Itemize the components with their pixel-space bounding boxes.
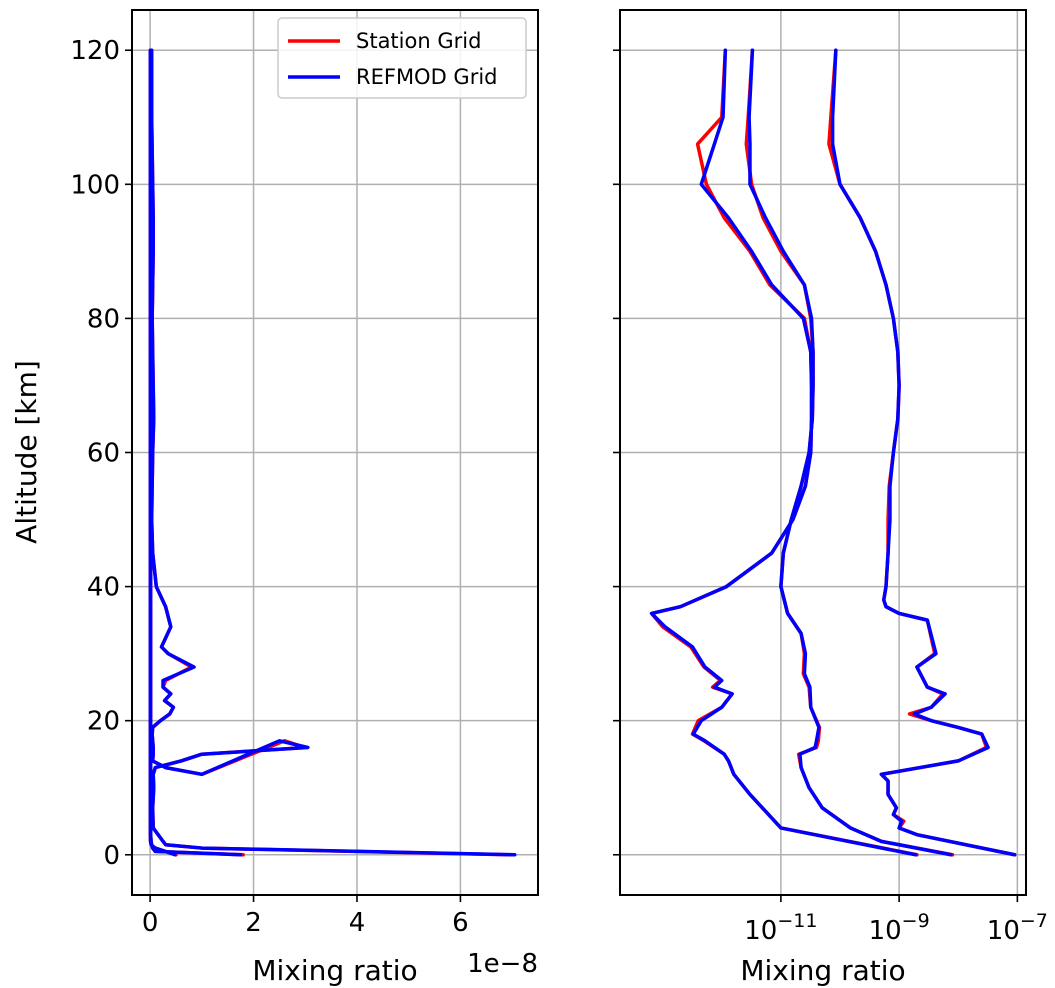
series-line-refmod-grid bbox=[830, 48, 1017, 857]
left-plot-frame bbox=[131, 9, 539, 896]
right-ticks: 10−11 10−9 10−7 bbox=[613, 49, 1048, 946]
y-tick-label: 0 bbox=[103, 841, 120, 871]
left-grid bbox=[132, 10, 538, 895]
right-panel: 10−11 10−9 10−7 Mixing ratio bbox=[613, 9, 1048, 987]
series-line-refmod-grid bbox=[149, 48, 517, 857]
y-axis-label: Altitude [km] bbox=[10, 360, 43, 544]
y-tick-label: 120 bbox=[70, 36, 120, 66]
legend: Station Grid REFMOD Grid bbox=[277, 17, 527, 99]
x-tick-label: 10−7 bbox=[987, 910, 1048, 946]
y-tick-label: 60 bbox=[87, 439, 120, 469]
x-tick-label: 10−9 bbox=[869, 910, 930, 946]
x-tick-label: 10−11 bbox=[744, 910, 817, 946]
right-grid bbox=[620, 10, 1026, 895]
y-tick-label: 80 bbox=[87, 304, 120, 334]
right-x-axis-label: Mixing ratio bbox=[740, 954, 905, 987]
y-tick-label: 20 bbox=[87, 707, 120, 737]
right-series-lines bbox=[649, 48, 1017, 857]
left-panel: 0 20 40 60 80 100 120 0 2 4 6 Mixing ratio 1e−8 Al… bbox=[10, 9, 539, 987]
left-x-axis-label: Mixing ratio bbox=[252, 954, 417, 987]
x-tick-label: 6 bbox=[452, 908, 469, 938]
x-tick-label: 0 bbox=[142, 908, 159, 938]
left-ticks: 0 20 40 60 80 100 120 0 2 4 6 bbox=[70, 36, 468, 938]
x-tick-label: 2 bbox=[245, 908, 262, 938]
y-tick-label: 40 bbox=[87, 573, 120, 603]
series-line-refmod-grid bbox=[649, 48, 918, 857]
x-tick-label: 4 bbox=[349, 908, 366, 938]
right-plot-frame bbox=[619, 9, 1027, 896]
series-line-refmod-grid bbox=[148, 48, 177, 857]
series-line-refmod-grid bbox=[747, 48, 953, 857]
legend-label-refmod-grid: REFMOD Grid bbox=[356, 65, 498, 89]
y-tick-label: 100 bbox=[70, 170, 120, 200]
x-offset-label: 1e−8 bbox=[467, 949, 538, 979]
left-series-lines bbox=[148, 48, 517, 857]
legend-label-station-grid: Station Grid bbox=[356, 29, 481, 53]
